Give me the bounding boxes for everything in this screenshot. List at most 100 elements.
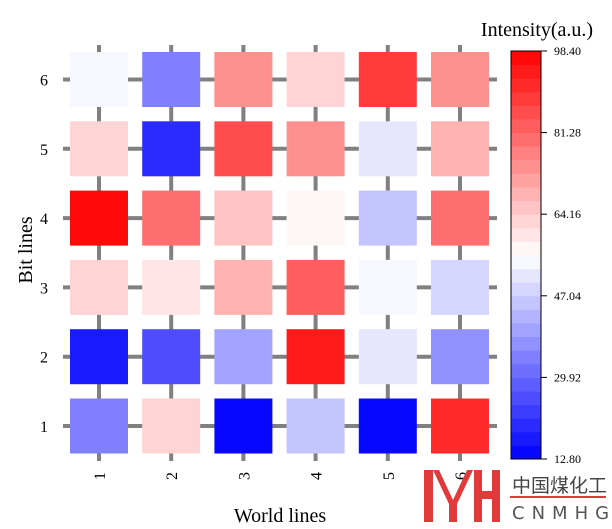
heatmap-cell — [358, 329, 417, 385]
heatmap-cell — [358, 398, 417, 454]
heatmap-cell — [358, 190, 417, 246]
colorbar-level — [511, 391, 541, 406]
heatmap-cell — [142, 329, 201, 385]
heatmap-cell — [286, 121, 345, 177]
y-tick-label: 3 — [40, 280, 48, 297]
colorbar-level — [511, 105, 541, 120]
colorbar-title: Intensity(a.u.) — [481, 19, 593, 41]
colorbar-level — [511, 268, 541, 283]
colorbar-level — [511, 51, 541, 66]
x-tick-label: 2 — [164, 472, 181, 480]
colorbar-level — [511, 431, 541, 446]
heatmap-cell — [214, 329, 273, 385]
heatmap-cell — [142, 259, 201, 315]
colorbar-level — [511, 255, 541, 270]
colorbar-level — [511, 146, 541, 161]
colorbar-tick-label: 64.16 — [554, 207, 581, 221]
heatmap-cell — [286, 259, 345, 315]
heatmap-cell — [286, 52, 345, 107]
heatmap-cell — [286, 398, 345, 454]
colorbar-tick-label: 98.40 — [554, 44, 581, 58]
logo-latin: CNMHG — [512, 503, 612, 524]
x-tick-label: 6 — [453, 472, 470, 480]
heatmap-cell — [431, 52, 489, 107]
colorbar-level — [511, 323, 541, 338]
heatmap-cell — [214, 121, 273, 177]
colorbar-level — [511, 404, 541, 419]
x-tick-label: 3 — [236, 472, 253, 480]
heatmap-cell — [431, 190, 489, 246]
colorbar-level — [511, 227, 541, 242]
grid-lines — [63, 45, 497, 461]
y-tick-label: 6 — [40, 73, 48, 90]
colorbar-tick-label: 29.92 — [554, 370, 581, 384]
heatmap-cell — [286, 190, 345, 246]
heatmap-cell — [70, 329, 128, 385]
x-axis-label: World lines — [234, 505, 326, 527]
heatmap-cell — [70, 259, 128, 315]
heatmap-cell — [142, 121, 201, 177]
colorbar-tick-label: 81.28 — [554, 126, 581, 140]
logo-chinese: 中国煤化工 — [512, 475, 607, 497]
x-tick-label: 1 — [92, 472, 109, 480]
heatmap-cell — [142, 52, 201, 107]
colorbar-level — [511, 187, 541, 202]
heatmap-cell — [214, 398, 273, 454]
heatmap-cells — [70, 52, 489, 454]
colorbar-level — [511, 64, 541, 79]
x-tick-labels: 1 2 3 4 5 6 — [92, 472, 470, 480]
heatmap-cell — [142, 190, 201, 246]
colorbar-level — [511, 119, 541, 134]
y-axis-label: Bit lines — [15, 216, 37, 283]
heatmap-cell — [358, 52, 417, 107]
colorbar-level — [511, 159, 541, 174]
colorbar-level — [511, 241, 541, 256]
colorbar-level — [511, 173, 541, 188]
heatmap-cell — [70, 398, 128, 454]
heatmap-cell — [70, 121, 128, 177]
logo-divider — [510, 496, 606, 498]
colorbar-level — [511, 214, 541, 229]
colorbar — [510, 50, 542, 460]
colorbar-level — [511, 363, 541, 378]
colorbar-level — [511, 200, 541, 215]
colorbar-level — [511, 418, 541, 433]
y-tick-label: 1 — [40, 419, 48, 436]
colorbar-level — [511, 309, 541, 324]
colorbar-frame — [510, 50, 542, 460]
colorbar-level — [511, 78, 541, 93]
heatmap-cell — [142, 398, 201, 454]
heatmap-cell — [358, 121, 417, 177]
colorbar-level — [511, 336, 541, 351]
heatmap-cell — [286, 329, 345, 385]
heatmap-cell — [358, 259, 417, 315]
colorbar-level — [511, 350, 541, 365]
colorbar-ticks: 12.80 29.92 47.04 64.16 81.28 98.40 — [541, 44, 581, 466]
colorbar-level — [511, 132, 541, 147]
heatmap-cell — [214, 52, 273, 107]
heatmap-cell — [214, 259, 273, 315]
logo: 中国煤化工 CNMHG — [424, 470, 612, 524]
heatmap-cell — [431, 398, 489, 454]
y-tick-labels: 1 2 3 4 5 6 — [40, 73, 48, 437]
heatmap-cell — [70, 52, 128, 107]
colorbar-level — [511, 445, 541, 460]
logo-mark — [424, 470, 500, 522]
heatmap-cell — [431, 329, 489, 385]
heatmap-cell — [214, 190, 273, 246]
colorbar-tick-label: 12.80 — [554, 452, 581, 466]
colorbar-level — [511, 377, 541, 392]
heatmap-cell — [70, 190, 128, 246]
colorbar-tick-label: 47.04 — [554, 289, 581, 303]
heatmap-cell — [431, 121, 489, 177]
x-tick-label: 4 — [309, 472, 326, 480]
x-tick-label: 5 — [381, 472, 398, 480]
heatmap-cell — [431, 259, 489, 315]
colorbar-level — [511, 282, 541, 297]
colorbar-level — [511, 91, 541, 106]
y-tick-label: 2 — [40, 350, 48, 367]
y-tick-label: 4 — [40, 211, 48, 228]
y-tick-label: 5 — [40, 142, 48, 159]
colorbar-level — [511, 295, 541, 310]
